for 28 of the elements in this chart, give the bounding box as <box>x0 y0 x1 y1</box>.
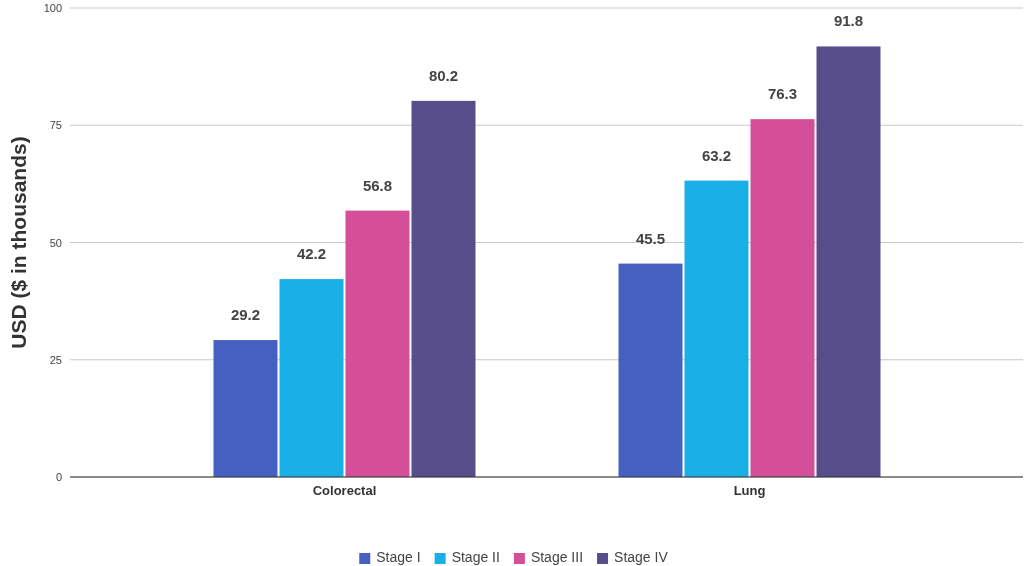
x-tick-label: Lung <box>733 483 766 499</box>
y-tick-label: 50 <box>49 236 62 249</box>
y-tick-label: 25 <box>49 353 62 366</box>
data-label: 80.2 <box>428 66 459 84</box>
data-label: 56.8 <box>362 176 393 194</box>
bar <box>279 279 344 477</box>
y-tick-label: 75 <box>49 119 62 132</box>
data-label: 76.3 <box>767 85 798 103</box>
bar <box>816 46 881 477</box>
bar <box>750 119 815 477</box>
bar <box>345 210 410 477</box>
bar <box>618 263 683 477</box>
data-label: 45.5 <box>635 229 666 247</box>
legend-label: Stage III <box>530 549 584 565</box>
data-label: 42.2 <box>296 245 327 263</box>
data-label: 29.2 <box>230 306 261 324</box>
legend-label: Stage IV <box>614 549 669 565</box>
y-tick-label: 100 <box>43 2 62 15</box>
x-tick-label: Colorectal <box>312 483 377 499</box>
bar <box>213 340 278 477</box>
legend-label: Stage II <box>451 549 500 565</box>
bar <box>684 180 749 477</box>
bar <box>411 100 476 477</box>
data-label: 91.8 <box>833 12 864 30</box>
data-label: 63.2 <box>701 146 732 164</box>
y-axis-title: USD ($ in thousands) <box>7 136 30 349</box>
y-tick-label: 0 <box>55 471 62 484</box>
legend-label: Stage I <box>376 549 421 565</box>
